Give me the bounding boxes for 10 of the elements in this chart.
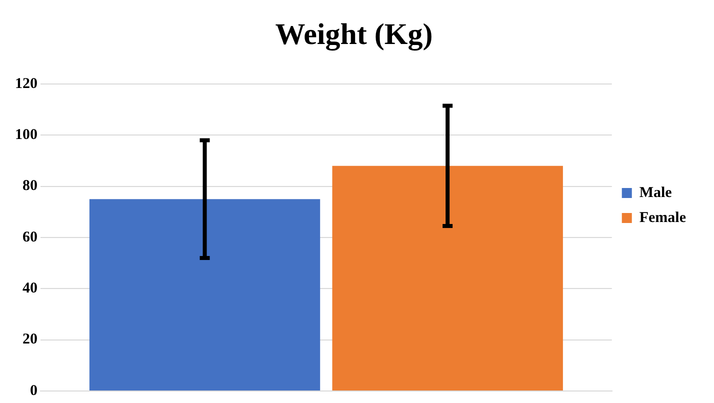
y-tick-label: 80 xyxy=(22,178,38,194)
y-tick-label: 20 xyxy=(22,332,38,348)
y-tick-label: 100 xyxy=(15,127,38,144)
legend-label: Male xyxy=(639,184,672,201)
legend-label: Female xyxy=(639,210,686,226)
chart-title: Weight (Kg) xyxy=(275,18,433,51)
y-tick-label: 40 xyxy=(22,280,38,297)
y-tick-label: 60 xyxy=(22,229,38,246)
y-tick-label: 120 xyxy=(15,76,38,92)
y-tick-label: 0 xyxy=(30,382,38,399)
